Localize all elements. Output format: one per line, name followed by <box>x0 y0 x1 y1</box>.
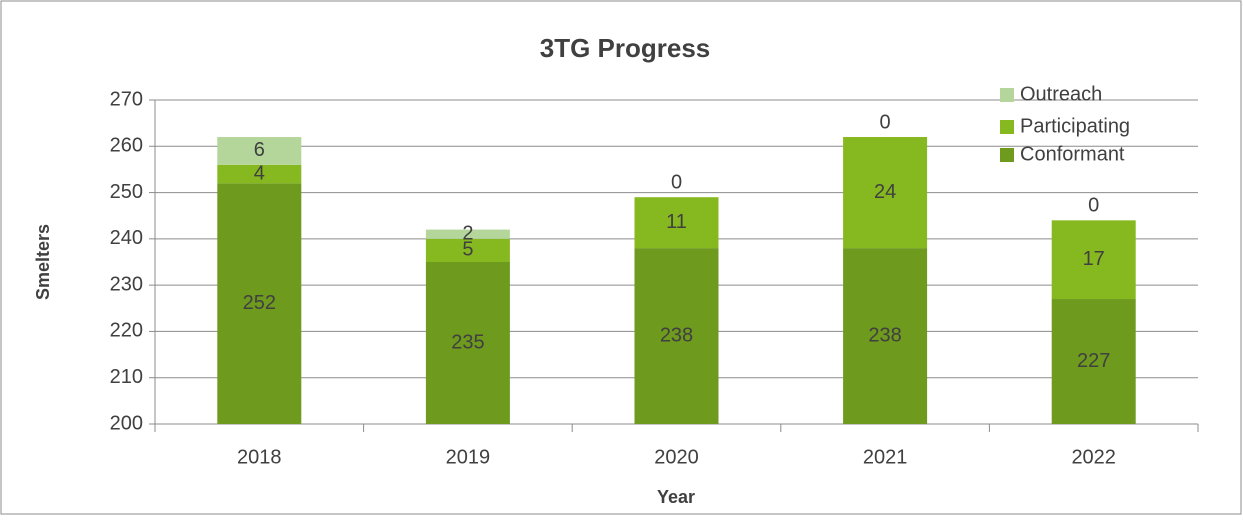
bar-segment <box>425 262 510 424</box>
legend-swatch <box>1000 88 1014 102</box>
bar-segment <box>425 229 510 239</box>
data-label: 0 <box>671 171 682 193</box>
data-label: 238 <box>660 324 693 346</box>
data-label: 17 <box>1083 248 1105 270</box>
legend-label: Participating <box>1020 115 1130 137</box>
y-tick-label: 260 <box>110 135 143 157</box>
bar-segment <box>843 137 928 249</box>
legend-label: Conformant <box>1020 143 1125 165</box>
y-tick-label: 220 <box>110 320 143 342</box>
x-tick-label: 2021 <box>863 446 908 468</box>
y-axis-title: Smelters <box>33 224 53 300</box>
y-tick-label: 240 <box>110 227 143 249</box>
y-tick-label: 250 <box>110 181 143 203</box>
data-label: 252 <box>243 292 276 314</box>
data-label: 5 <box>462 239 473 261</box>
data-label: 2 <box>462 223 473 245</box>
bar-segment <box>217 183 302 424</box>
bar-segment <box>1051 299 1136 424</box>
y-tick-label: 210 <box>110 366 143 388</box>
x-axis-title: Year <box>657 487 695 507</box>
y-tick-label: 230 <box>110 273 143 295</box>
bar-segment <box>1051 220 1136 300</box>
bar-segment <box>843 248 928 424</box>
data-label: 11 <box>666 211 687 233</box>
data-label: 235 <box>451 331 484 353</box>
bar-segment <box>634 248 719 424</box>
x-tick-label: 2020 <box>654 446 699 468</box>
y-tick-label: 270 <box>110 88 143 110</box>
data-label: 4 <box>254 162 265 184</box>
legend-swatch <box>1000 148 1014 162</box>
data-label: 0 <box>1088 195 1099 217</box>
x-tick-label: 2018 <box>237 446 282 468</box>
data-label: 24 <box>874 181 896 203</box>
data-label: 0 <box>880 111 891 133</box>
data-label: 227 <box>1077 350 1110 372</box>
legend-swatch <box>1000 120 1014 134</box>
chart-title: 3TG Progress <box>540 33 711 63</box>
bar-segment <box>425 238 510 262</box>
legend-label: Outreach <box>1020 83 1102 105</box>
data-label: 6 <box>254 139 265 161</box>
x-tick-label: 2019 <box>446 446 491 468</box>
bar-segment <box>217 137 302 165</box>
bar-segment <box>634 197 719 249</box>
y-tick-label: 200 <box>110 412 143 434</box>
data-label: 238 <box>868 324 901 346</box>
bar-segment <box>217 164 302 184</box>
x-tick-label: 2022 <box>1071 446 1116 468</box>
